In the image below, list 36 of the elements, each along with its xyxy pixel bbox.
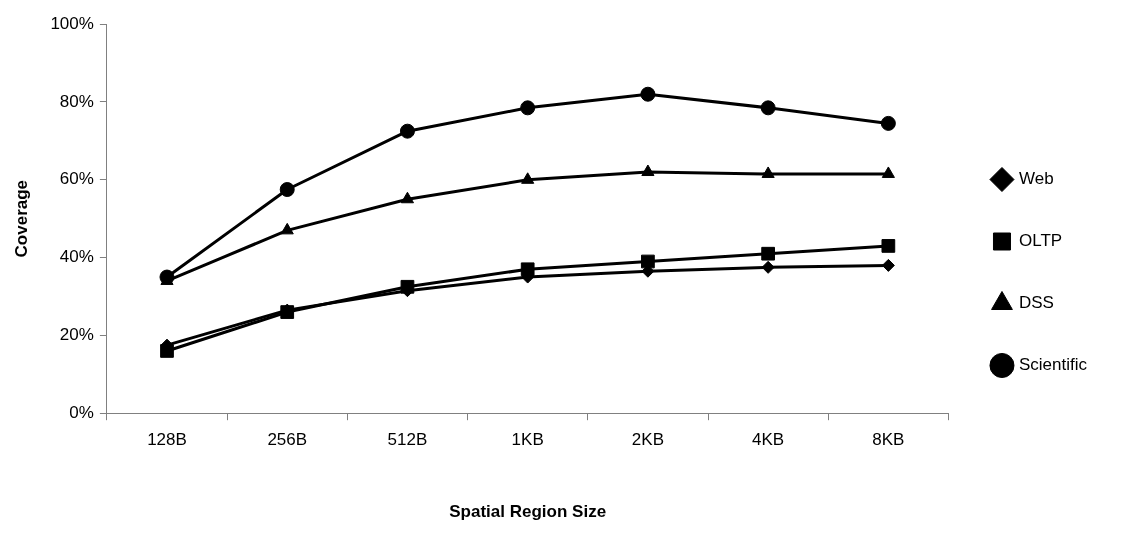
point	[761, 260, 775, 274]
point	[520, 100, 536, 116]
point	[399, 123, 415, 139]
y-tick-label: 80%	[59, 91, 94, 111]
x-tick-label: 8KB	[872, 430, 905, 450]
point	[880, 115, 896, 131]
y-tick-label: 20%	[59, 325, 94, 345]
legend-label: DSS	[1018, 293, 1054, 313]
point	[881, 258, 895, 272]
point	[521, 172, 535, 184]
point	[760, 100, 776, 116]
point	[761, 166, 775, 178]
y-tick-label: 40%	[59, 247, 94, 267]
point	[279, 182, 295, 198]
x-tick-label: 512B	[387, 430, 428, 450]
point	[881, 166, 895, 178]
point	[280, 222, 294, 235]
point	[881, 239, 896, 253]
legend-label: Scientific	[1018, 355, 1088, 375]
y-tick-label: 60%	[59, 169, 94, 189]
point	[400, 191, 415, 204]
y-tick-label: 0%	[69, 402, 94, 422]
x-tick-label: 128B	[147, 430, 187, 450]
x-tick-label: 1KB	[511, 430, 544, 450]
x-tick-label: 4KB	[752, 430, 785, 450]
legend-label: OLTP	[1018, 231, 1063, 251]
x-tick-label: 256B	[267, 430, 308, 450]
point	[641, 164, 655, 177]
point	[761, 246, 775, 261]
point	[640, 86, 656, 102]
legend-label: Web	[1018, 169, 1054, 189]
y-axis-title: Coverage	[11, 179, 31, 258]
x-axis-title: Spatial Region Size	[449, 502, 607, 522]
y-tick-label: 100%	[50, 13, 94, 33]
x-tick-label: 2KB	[631, 430, 664, 450]
point	[641, 254, 655, 269]
